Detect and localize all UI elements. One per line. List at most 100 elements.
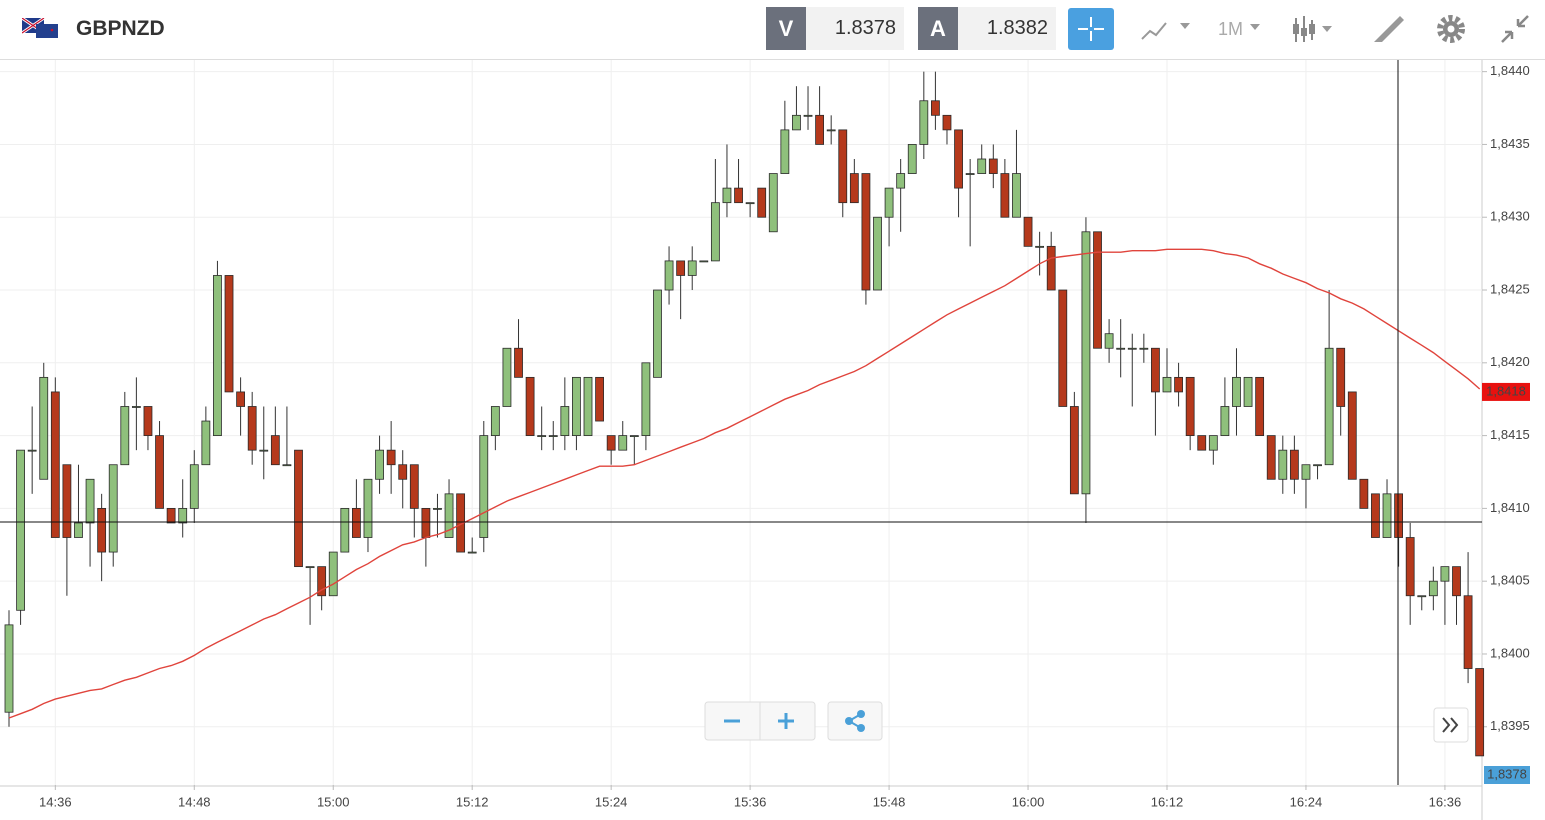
candle-body [1324,347,1334,466]
candle-body [1232,376,1241,407]
buy-price[interactable]: 1.8382 [958,7,1056,50]
candle-body [1000,173,1010,218]
candle-body [131,406,141,408]
candle-body [710,202,720,262]
candle-body [305,566,315,569]
timeframe[interactable]: 1M [1218,19,1244,39]
symbol: GBPNZD [76,17,165,40]
candle-body [768,173,778,233]
candle-body [178,507,188,524]
candle-body [213,275,222,437]
candle-body [247,406,257,451]
candle-body [1081,231,1091,495]
candle-body [4,624,14,713]
candle-body [1371,493,1380,538]
candle-body [1174,376,1183,393]
candle-body [1197,435,1207,451]
candle-body [1463,595,1473,669]
candle-body [1208,435,1218,451]
y-tick-label: 1,8420 [1490,354,1530,369]
x-tick-label: 15:24 [595,794,628,809]
candle-body [155,435,164,509]
candle-body [1394,493,1403,538]
x-tick-label: 16:36 [1429,794,1462,809]
x-tick-label: 15:48 [873,794,906,809]
candle-body [27,449,37,452]
candle-body [537,435,547,438]
candle-body [467,551,477,554]
candle-body [942,114,952,131]
candle-body [931,100,940,116]
y-tick-label: 1,8405 [1490,573,1530,588]
candle-body [1278,449,1288,480]
candle-body [444,493,454,538]
y-tick-label: 1,8425 [1490,281,1530,296]
candle-body [757,187,767,218]
candle-body [572,376,581,437]
candle-body [421,507,431,538]
share-box [827,701,883,741]
candle-body [1093,231,1102,349]
candle-body [386,449,396,466]
settings-button[interactable] [1434,12,1468,46]
x-tick-label: 16:00 [1012,794,1045,809]
crosshair-button[interactable] [1068,8,1114,50]
candle-body [954,129,963,189]
candle-body [1185,376,1195,437]
candle-body [1359,478,1369,509]
candle-body [328,551,338,597]
candle-body [965,173,975,175]
draw-button[interactable] [1372,12,1406,46]
candle-body [1023,216,1033,247]
sell-price[interactable]: 1.8378 [806,7,904,50]
candle-body [1428,580,1438,597]
candle-body [363,478,373,538]
candle-body [629,435,639,438]
candle-body [1069,406,1079,495]
candle-body [988,158,998,174]
candle-body [792,114,801,131]
candle-body [1243,376,1253,407]
collapse-button[interactable] [1498,12,1532,46]
candle-body [120,406,130,466]
buy-label[interactable]: A [918,7,958,50]
candle-body [815,114,824,145]
candle-body [861,173,871,291]
toolbar: GBPNZD V 1.8378 A 1.8382 1M [0,0,1545,60]
share-button[interactable] [845,710,865,732]
candle-body [16,449,25,611]
zoom-in-button[interactable] [778,713,794,729]
candle-body [39,376,49,480]
candle-body [490,406,500,437]
candle-body [514,347,523,378]
flag-icon [22,18,58,38]
candle-body [502,347,512,407]
candle-body [838,129,848,204]
candle-body [270,435,280,466]
candle-body [780,129,790,174]
candle-body [606,435,616,451]
candle-body [907,144,917,174]
candle-body [1035,245,1045,248]
candle-body [896,173,906,189]
candle-body [433,507,442,510]
ma-tag [1482,382,1530,401]
chart-type-button[interactable] [1138,15,1198,45]
indicators-button[interactable] [1290,12,1350,46]
candle-body [1058,289,1068,407]
candle-body [525,376,535,437]
grid [0,60,1482,785]
candle-body [1255,376,1265,437]
candle-body [340,507,350,553]
price-tag [1484,766,1530,784]
candle-body [1046,245,1056,291]
candle-body [1452,566,1461,597]
x-tick-label: 14:36 [39,794,72,809]
scroll-end-button[interactable] [1442,717,1459,733]
candle-body [1440,566,1450,582]
candle-body [351,507,361,538]
sell-label[interactable]: V [766,7,806,50]
candle-body [50,391,60,538]
candle-body [1220,406,1230,437]
candle-body [236,391,246,407]
